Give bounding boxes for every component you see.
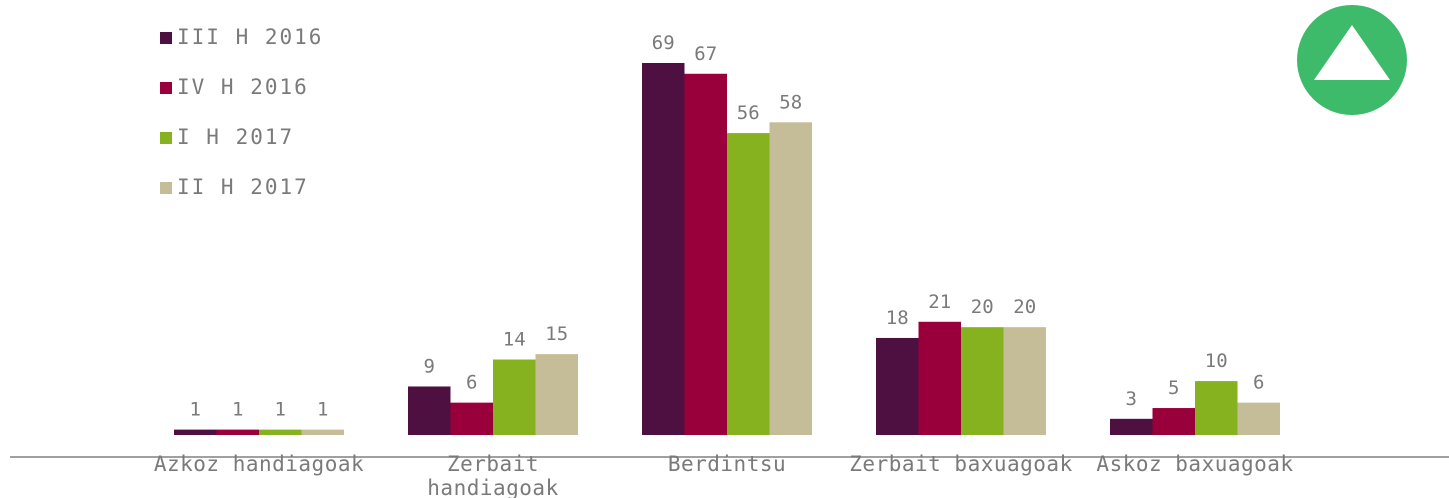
value-label: 6 [466,372,477,394]
bar [918,321,961,435]
x-tick-label: Askoz baxuagoak [1096,452,1294,476]
value-label: 20 [1013,296,1036,318]
value-label: 1 [232,399,243,421]
value-label: 1 [190,399,201,421]
legend-label: II H 2017 [177,175,309,199]
legend-swatch [160,132,172,144]
legend-swatch [160,82,172,94]
bar [174,429,217,435]
bar [961,327,1004,435]
x-tick-label: Zerbait handiagoak [427,452,559,498]
bar [259,429,302,435]
value-label: 14 [503,329,526,351]
bar [684,73,727,435]
value-label: 20 [971,296,994,318]
value-label: 10 [1205,350,1228,372]
x-tick-label: Zerbait baxuagoak [849,452,1073,476]
value-label: 58 [779,91,802,113]
legend-swatch [160,182,172,194]
legend-label: III H 2016 [177,25,323,49]
bar [408,386,451,435]
bar [301,429,344,435]
x-tick-label: Berdintsu [667,452,787,476]
value-label: 67 [694,43,717,65]
bar [1152,408,1195,435]
value-label: 18 [886,307,909,329]
bar [1110,418,1153,435]
value-label: 5 [1168,377,1179,399]
value-label: 56 [737,102,760,124]
legend-label: I H 2017 [177,125,294,149]
value-label: 69 [652,32,675,54]
legend-swatch [160,32,172,44]
bar [1195,381,1238,435]
value-label: 1 [317,399,328,421]
legend-label: IV H 2016 [177,75,309,99]
value-label: 3 [1126,388,1137,410]
x-tick-label: Azkoz handiagoak [153,452,365,476]
value-label: 21 [928,291,951,313]
status-icon [1297,5,1407,115]
bar [493,359,536,435]
value-label: 15 [545,323,568,345]
bar [216,429,259,435]
bar [1003,327,1046,435]
value-label: 9 [424,355,435,377]
bar [769,122,812,435]
bar [876,337,919,435]
bar [727,133,770,435]
bar [642,62,685,436]
bar [1237,402,1280,435]
value-label: 6 [1253,372,1264,394]
value-label: 1 [275,399,286,421]
bar [535,354,578,435]
bar [450,402,493,435]
